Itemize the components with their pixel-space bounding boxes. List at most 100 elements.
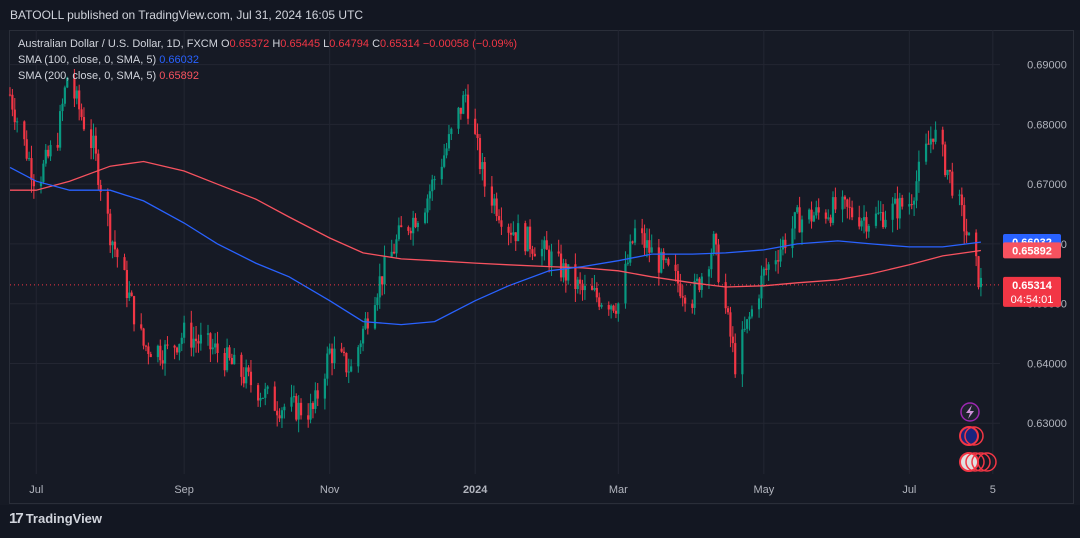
candle-body [58, 111, 62, 148]
candle-body [595, 287, 598, 298]
candle-body [242, 376, 245, 384]
candle-body [645, 240, 649, 248]
candle-body [691, 303, 694, 308]
open-label: O [220, 38, 230, 50]
candle-body [493, 198, 496, 206]
candle-body [800, 219, 804, 233]
candle-body [891, 203, 894, 220]
candle-body [233, 354, 236, 365]
candle-body [350, 366, 353, 372]
candle-body [524, 223, 527, 252]
candle-body [717, 244, 720, 283]
candle-body [30, 158, 33, 180]
candle-body [412, 217, 415, 234]
candle-body [841, 196, 844, 210]
candle-body [908, 204, 911, 207]
candle-body [528, 226, 532, 250]
candle-body [951, 171, 954, 196]
candle-body [977, 256, 980, 288]
tradingview-logo[interactable]: 17 TradingView [9, 510, 102, 527]
x-tick-label: May [753, 484, 774, 496]
candle-body [712, 233, 715, 254]
candle-body [25, 139, 28, 159]
candle-body [42, 163, 45, 182]
candle-body [340, 348, 343, 352]
candle-body [381, 276, 384, 285]
candle-body [762, 268, 765, 276]
candle-body [211, 347, 214, 350]
candle-body [99, 185, 102, 192]
price-chart[interactable]: 0.690000.680000.670000.660000.650000.640… [0, 30, 1080, 505]
candle-body [576, 279, 579, 290]
candle-body [707, 269, 711, 277]
candle-body [517, 223, 520, 242]
candle-body [431, 179, 434, 192]
candle-body [478, 138, 482, 170]
candle-body [967, 232, 971, 236]
candle-body [373, 305, 377, 329]
candle-body [225, 347, 229, 371]
candle-body [259, 398, 262, 401]
y-tick-label: 0.64000 [1027, 358, 1067, 370]
candle-body [548, 249, 551, 266]
candle-body [862, 217, 866, 221]
candle-body [111, 241, 114, 246]
candle-body [564, 263, 567, 281]
open-value: 0.65372 [229, 38, 270, 50]
symbol-name[interactable]: Australian Dollar / U.S. Dollar, 1D, FXC… [18, 38, 218, 50]
candle-body [256, 385, 260, 401]
x-tick-label: Nov [320, 484, 340, 496]
candle-body [264, 388, 267, 398]
candle-body [445, 148, 448, 156]
candle-body [700, 276, 703, 290]
candle-body [27, 158, 31, 160]
candle-body [495, 198, 498, 217]
candle-body [929, 138, 932, 145]
candle-body [147, 346, 150, 354]
candle-body [323, 378, 326, 399]
candle-body [545, 240, 548, 250]
candle-body [624, 263, 627, 304]
candle-body [359, 343, 362, 348]
candle-body [428, 191, 431, 199]
candle-body [831, 197, 835, 223]
sma200-value: 0.65892 [159, 70, 199, 82]
candle-body [407, 227, 410, 231]
candle-body [11, 94, 14, 110]
sma100-label: SMA (100, close, 0, SMA, 5) [18, 54, 157, 66]
us-flag-ring-2 [971, 452, 991, 472]
candle-body [497, 216, 501, 221]
candle-body [8, 94, 12, 96]
candle-body [898, 197, 901, 219]
candle-body [376, 297, 379, 306]
us-flag-ring-1 [965, 452, 985, 472]
candle-body [214, 343, 217, 348]
candle-body [462, 95, 465, 114]
candle-body [724, 282, 727, 309]
legend-sma100-row[interactable]: SMA (100, close, 0, SMA, 5) 0.66032 [18, 52, 517, 68]
candle-body [567, 264, 570, 281]
candle-body [228, 347, 231, 358]
candle-body [161, 360, 164, 364]
candle-body [199, 334, 202, 344]
candle-body [784, 239, 787, 249]
candle-body [63, 87, 66, 104]
candle-body [617, 303, 620, 314]
candle-body [693, 280, 696, 308]
candle-body [328, 348, 331, 354]
candle-body [223, 353, 226, 371]
candle-body [247, 367, 250, 372]
candle-body [581, 283, 584, 291]
candle-body [944, 144, 947, 176]
candle-body [550, 251, 553, 266]
legend-sma200-row[interactable]: SMA (200, close, 0, SMA, 5) 0.65892 [18, 68, 517, 84]
candle-body [901, 197, 904, 207]
candle-body [927, 143, 930, 145]
candle-body [633, 228, 637, 243]
candle-body [664, 259, 668, 261]
candle-body [73, 77, 76, 99]
candle-body [913, 200, 916, 205]
candle-body [395, 239, 398, 254]
candle-body [345, 353, 348, 373]
candle-body [607, 305, 610, 310]
